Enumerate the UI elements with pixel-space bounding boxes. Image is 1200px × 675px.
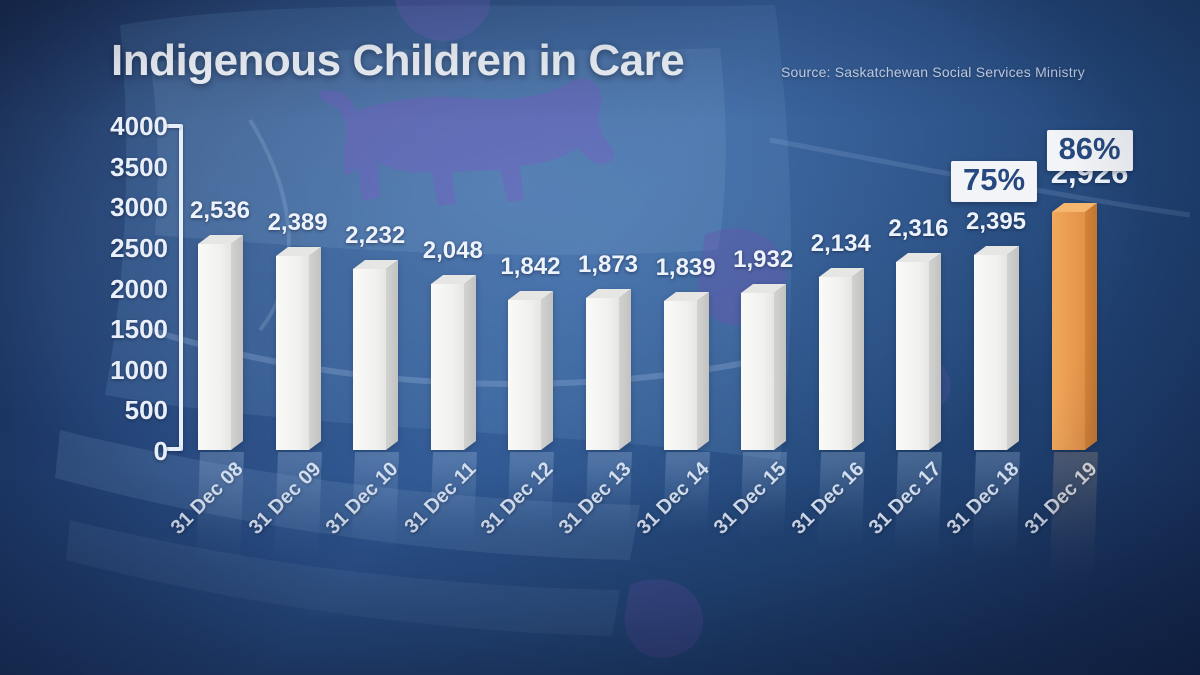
chart-title: Indigenous Children in Care (111, 36, 685, 85)
bar-face-front (430, 284, 464, 450)
y-axis-tick-bottom (166, 447, 181, 451)
bar-face-front (663, 301, 697, 450)
bar-reflection-31-dec-14 (662, 452, 710, 534)
bar-face-side (231, 235, 243, 450)
bar-face-side (696, 292, 709, 450)
y-axis-label-1000: 1000 (110, 354, 168, 385)
y-axis-line (179, 124, 183, 451)
bar-face-side (1084, 203, 1097, 450)
bar-31-dec-18 (974, 246, 1019, 450)
y-axis-label-2000: 2000 (110, 273, 168, 304)
bar-31-dec-09 (275, 247, 321, 450)
y-axis-label-500: 500 (124, 395, 168, 426)
bar-reflection-31-dec-12 (507, 452, 555, 535)
bar-31-dec-17 (896, 253, 942, 450)
bar-face-front (586, 298, 619, 450)
bar-face-front (353, 269, 387, 450)
bar-face-side (386, 260, 399, 450)
bar-31-dec-15 (741, 284, 787, 450)
bar-31-dec-10 (353, 260, 399, 450)
annotation-86--31-dec-19: 86% (1046, 130, 1133, 171)
bar-face-side (619, 289, 631, 450)
bar-31-dec-13 (586, 289, 631, 450)
bar-face-side (929, 253, 942, 450)
wheat-band (66, 520, 620, 636)
bar-face-side (774, 284, 787, 450)
bar-reflection-31-dec-13 (585, 452, 632, 536)
y-axis-label-3000: 3000 (110, 192, 168, 223)
bar-face-front (198, 244, 231, 450)
bar-face-side (463, 275, 476, 450)
bar-31-dec-11 (430, 275, 476, 450)
bar-face-front (741, 293, 775, 450)
crest-icon (395, 0, 491, 42)
bar-face-side (851, 268, 864, 450)
bar-31-dec-08 (198, 235, 243, 450)
bar-face-side (541, 291, 554, 450)
y-axis-label-3500: 3500 (110, 151, 168, 182)
bar-reflection-31-dec-15 (740, 452, 788, 538)
emblem-patch (624, 579, 704, 658)
bar-face-side (1007, 246, 1019, 450)
bar-face-front (275, 256, 309, 450)
bar-31-dec-19 (1051, 203, 1097, 450)
y-axis-label-4000: 4000 (110, 111, 168, 141)
bar-31-dec-16 (818, 268, 864, 450)
bar-face-side (308, 247, 321, 450)
source-attribution: Source: Saskatchewan Social Services Min… (781, 64, 1085, 80)
bar-face-front (896, 262, 930, 450)
bar-31-dec-14 (663, 292, 709, 450)
lion-icon (319, 78, 614, 206)
bar-face-front (1051, 212, 1085, 450)
bar-31-dec-12 (508, 291, 554, 450)
y-axis-label-1500: 1500 (110, 314, 168, 345)
bar-value-label-31-dec-18: 2,395 (965, 208, 1027, 235)
y-axis-label-0: 0 (153, 436, 168, 466)
y-axis-tick-top (166, 124, 181, 128)
bar-face-front (508, 300, 542, 450)
y-axis-label-2500: 2500 (110, 232, 168, 263)
bar-face-front (818, 277, 852, 450)
annotation-75--31-dec-18: 75% (950, 161, 1038, 202)
bar-face-front (974, 255, 1007, 450)
bar-reflection-31-dec-19 (1049, 452, 1098, 583)
